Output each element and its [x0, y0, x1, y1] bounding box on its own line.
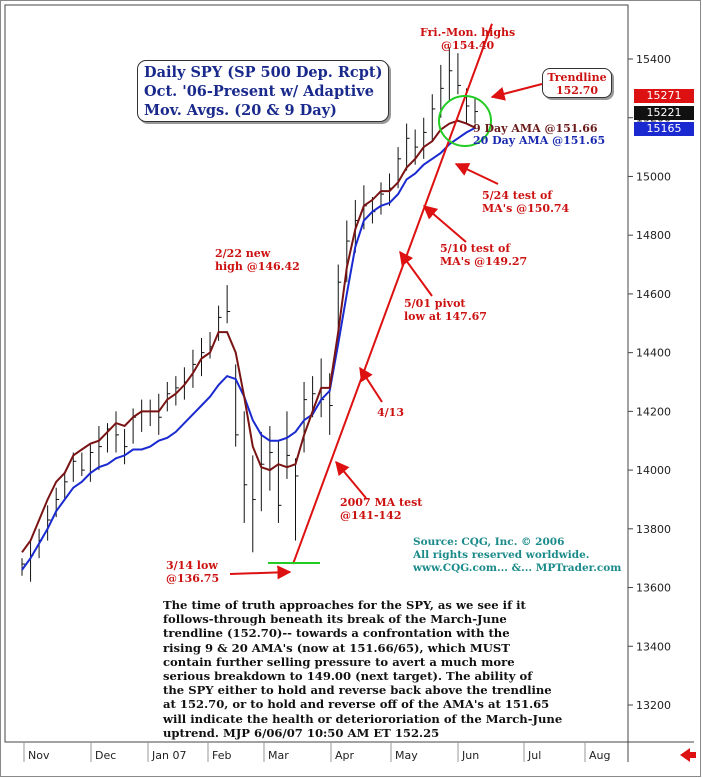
arrows — [229, 83, 543, 580]
y-tick-label: 14400 — [636, 347, 671, 360]
annotation-apr13-1: 4/13 — [377, 406, 404, 419]
x-tick-label: Mar — [268, 749, 289, 762]
scroll-right-arrow[interactable] — [680, 748, 696, 762]
y-tick-label: 13400 — [636, 640, 671, 653]
arrow-ma2007 — [335, 460, 367, 499]
annotation-mar14-2: @136.75 — [166, 572, 220, 585]
annotation-may24-1: 5/24 test of — [482, 189, 553, 202]
x-tick-label: Nov — [28, 749, 50, 762]
annotation-ama20: 20 Day AMA @151.65 — [473, 134, 606, 147]
x-tick-label: Aug — [589, 749, 610, 762]
annotation-highs-2: @154.40 — [441, 39, 495, 52]
annotation-highs: Fri.-Mon. highs @154.40 — [420, 26, 515, 52]
annotation-mar14: 3/14 low @136.75 — [166, 559, 219, 585]
x-tick-label: Jul — [527, 749, 541, 762]
y-tick-label: 14000 — [636, 464, 671, 477]
x-tick-label: May — [395, 749, 418, 762]
y-tick-label: 13600 — [636, 582, 671, 595]
ama-20-line — [21, 127, 476, 571]
commentary-line: the SPY either to hold and reverse back … — [163, 683, 552, 698]
source-line-3: www.CQG.com... &... MPTrader.com — [413, 562, 622, 574]
annotation-highs-1: Fri.-Mon. highs — [420, 26, 516, 39]
price-tag-trendline: 15271 — [634, 89, 694, 103]
annotation-may01-1: 5/01 pivot — [404, 297, 466, 310]
trendline-box: Trendline 152.70 — [542, 68, 612, 98]
title-line-3: Mov. Avgs. (20 & 9 Day) — [144, 102, 337, 119]
x-tick-label: Feb — [212, 749, 231, 762]
annotation-may10: 5/10 test of MA's @149.27 — [440, 242, 527, 268]
x-tick-label: Dec — [95, 749, 116, 762]
trendline-box-value: 152.70 — [555, 84, 599, 97]
y-tick-label: 14200 — [636, 405, 671, 418]
commentary-line: rising 9 & 20 AMA's (now at 151.66/65), … — [163, 640, 510, 655]
arrow-may24 — [454, 163, 499, 185]
plot-frame — [4, 4, 629, 743]
commentary-line: contain further selling pressure to aver… — [163, 654, 515, 669]
title-line-2: Oct. '06-Present w/ Adaptive — [144, 83, 374, 100]
arrow-mar14 — [229, 565, 292, 580]
annotation-feb22: 2/22 new high @146.42 — [215, 247, 300, 273]
annotation-ma2007: 2007 MA test @141-142 — [340, 496, 422, 522]
annotation-ma2007-2: @141-142 — [340, 509, 402, 522]
ama-9-line — [21, 119, 476, 553]
y-tick-label: 15000 — [636, 170, 671, 183]
x-tick-label: Jan 07 — [151, 749, 186, 762]
price-tag-last: 15221 — [634, 106, 694, 120]
arrow-apr13 — [359, 366, 383, 403]
arrow-may01 — [399, 250, 433, 297]
annotation-ma2007-1: 2007 MA test — [340, 496, 423, 509]
commentary-line: will indicate the health or deteriororia… — [163, 711, 563, 726]
trendline-box-label: Trendline — [547, 71, 607, 84]
title-box: Daily SPY (SP 500 Dep. Rcpt) Oct. '06-Pr… — [137, 60, 389, 122]
annotation-may24-2: MA's @150.74 — [482, 202, 570, 215]
commentary-line: follows-through beneath its break of the… — [163, 612, 507, 627]
annotation-may10-2: MA's @149.27 — [440, 255, 528, 268]
source-line-2: All rights reserved worldwide. — [413, 549, 590, 561]
source-line-1: Source: CQG, Inc. © 2006 — [413, 536, 565, 548]
commentary-line: trendline (152.70)-- towards a confronta… — [163, 626, 510, 641]
commentary-line: serious breakdown to 149.00 (next target… — [163, 669, 533, 684]
source-credit: Source: CQG, Inc. © 2006 All rights rese… — [413, 536, 621, 575]
annotation-may01-2: low at 147.67 — [404, 310, 487, 323]
y-tick-label: 13200 — [636, 699, 671, 712]
annotation-feb22-1: 2/22 new — [215, 247, 271, 260]
y-tick-label: 14600 — [636, 288, 671, 301]
arrow-trendline — [490, 83, 543, 101]
x-tick-label: Apr — [335, 749, 355, 762]
annotation-feb22-2: high @146.42 — [215, 260, 300, 273]
annotation-may01: 5/01 pivot low at 147.67 — [404, 297, 487, 323]
commentary-line: The time of truth approaches for the SPY… — [163, 598, 526, 612]
annotation-may24: 5/24 test of MA's @150.74 — [482, 189, 569, 215]
commentary: The time of truth approaches for the SPY… — [163, 598, 573, 740]
annotation-ama9: 9 Day AMA @151.66 — [473, 122, 598, 135]
annotation-mar14-1: 3/14 low — [166, 559, 218, 572]
price-tag-ama: 15165 — [634, 122, 694, 136]
commentary-line: uptrend. MJP 6/06/07 10:50 AM ET 152.25 — [163, 725, 440, 740]
arrow-may10 — [422, 205, 467, 243]
y-tick-label: 13800 — [636, 523, 671, 536]
title-line-1: Daily SPY (SP 500 Dep. Rcpt) — [144, 64, 383, 81]
trendline — [292, 23, 493, 565]
y-tick-label: 15400 — [636, 53, 671, 66]
commentary-line: at 152.70, or to hold and reverse off of… — [163, 697, 550, 712]
test-circle — [438, 95, 492, 147]
annotation-may10-1: 5/10 test of — [440, 242, 511, 255]
annotation-apr13: 4/13 — [377, 406, 404, 419]
x-tick-label: Jun — [461, 749, 479, 762]
y-tick-label: 14800 — [636, 229, 671, 242]
